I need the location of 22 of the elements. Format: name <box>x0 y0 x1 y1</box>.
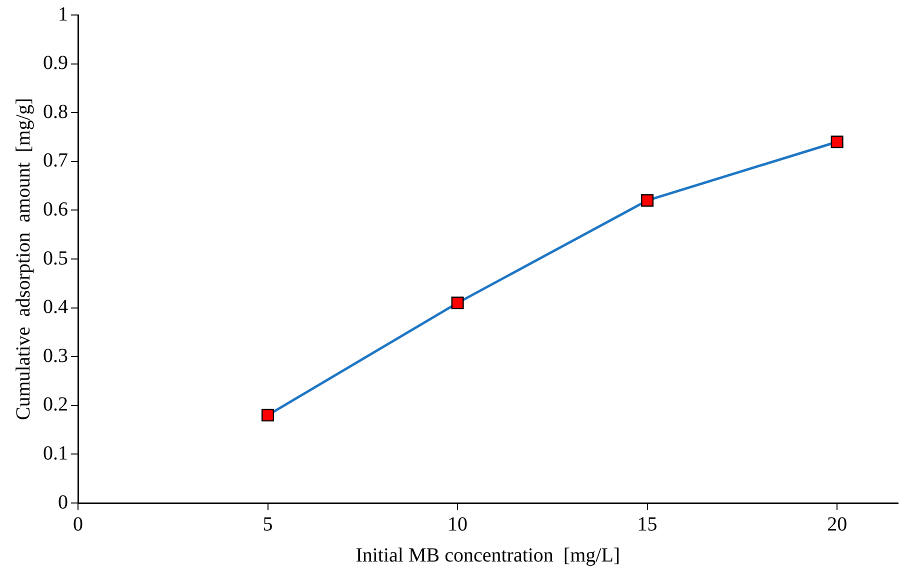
y-tick-label: 0.8 <box>43 100 68 123</box>
y-tick-label: 0.5 <box>43 247 68 270</box>
x-tick-label: 5 <box>262 513 273 536</box>
y-tick-label: 0.7 <box>43 150 68 172</box>
x-tick-label: 20 <box>827 513 848 536</box>
point <box>641 194 654 207</box>
y-tick-label: 0.1 <box>43 442 68 464</box>
y-tick-label: 1 <box>58 3 68 26</box>
y-tick-label: 0.3 <box>43 344 68 367</box>
y-axis-title: Cumulative adsorption amount [mg/g] <box>12 98 34 420</box>
y-tick-label: 0.2 <box>43 394 68 416</box>
point <box>451 296 464 310</box>
x-axis-title: Initial MB concentration [mg/L] <box>356 544 620 566</box>
x-tick-label: 15 <box>637 513 658 536</box>
y-tick-label: 0.4 <box>43 296 68 318</box>
point <box>262 408 274 422</box>
x-tick-label: 10 <box>448 513 468 536</box>
y-tick-label: 0.6 <box>43 198 68 220</box>
x-tick-label: 0 <box>73 513 83 536</box>
point <box>830 136 844 148</box>
y-tick-label: 0 <box>58 491 68 514</box>
y-tick-label: 0.9 <box>43 52 68 74</box>
